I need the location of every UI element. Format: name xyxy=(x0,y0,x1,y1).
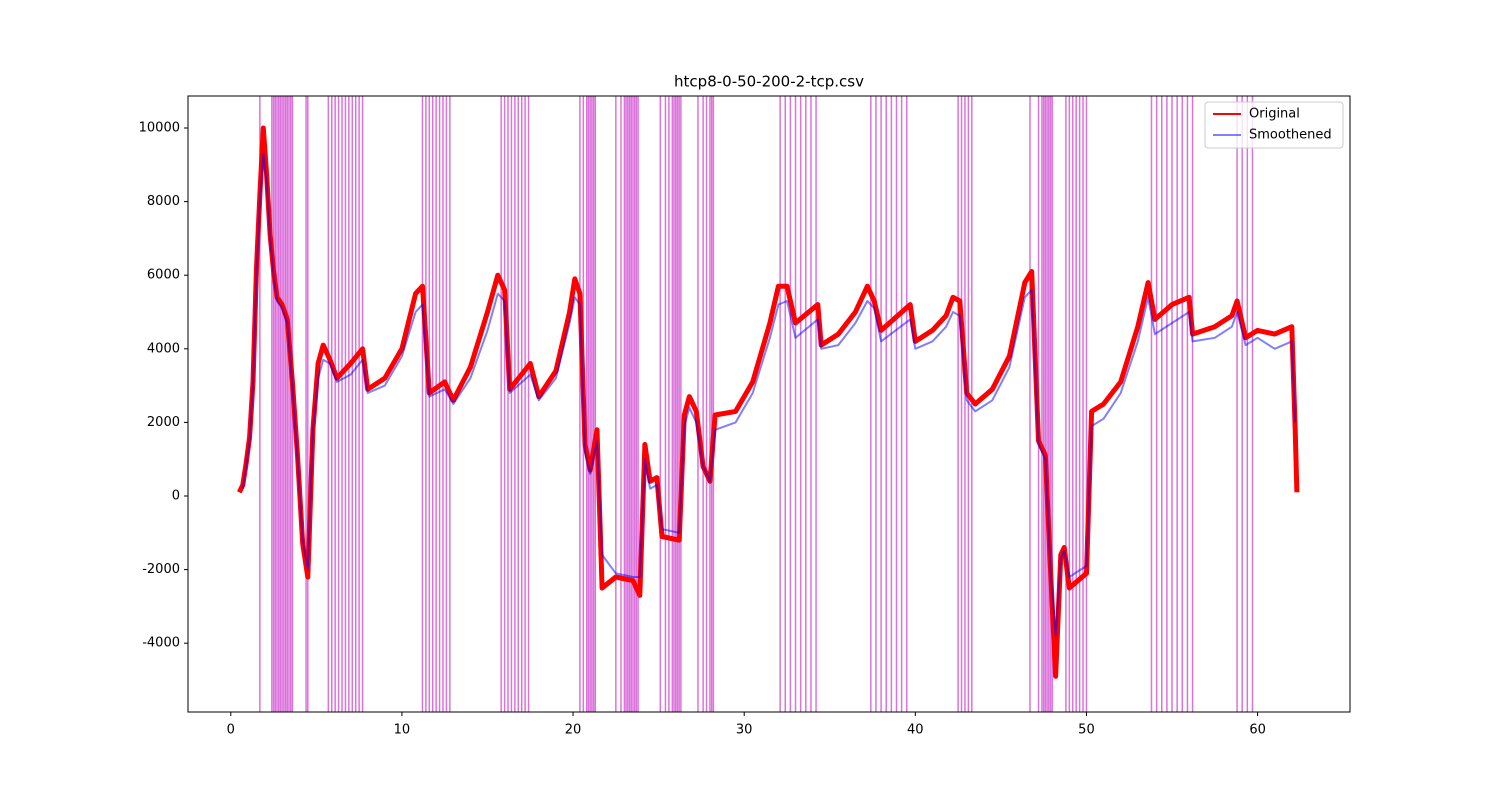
lines-layer xyxy=(237,125,1300,679)
vlines-layer xyxy=(259,96,1254,712)
y-tick-label: 4000 xyxy=(147,341,180,356)
chart-title: htcp8-0-50-200-2-tcp.csv xyxy=(674,73,864,91)
y-tick-label: 0 xyxy=(172,488,180,503)
y-tick-label: -2000 xyxy=(142,562,180,577)
y-tick-label: 8000 xyxy=(147,194,180,209)
plot-frame xyxy=(187,95,1351,713)
x-tick-label: 10 xyxy=(394,723,411,738)
x-tick-label: 60 xyxy=(1249,723,1266,738)
y-tick-label: 10000 xyxy=(139,121,180,136)
axes-layer: 0 10 20 30 40 50 60 -4000 -2000 0 2000 4000 6000 8000… xyxy=(139,95,1351,738)
y-tick-label: 6000 xyxy=(147,268,180,283)
series-line xyxy=(237,125,1300,679)
x-tick-label: 20 xyxy=(565,723,582,738)
x-tick-label: 50 xyxy=(1078,723,1095,738)
legend-label: Smoothened xyxy=(1249,128,1332,143)
legend-label: Original xyxy=(1249,107,1300,122)
x-tick-label: 0 xyxy=(227,723,235,738)
x-tick-label: 30 xyxy=(736,723,753,738)
x-tick-label: 40 xyxy=(907,723,924,738)
series-line xyxy=(241,152,1297,637)
y-tick-label: -4000 xyxy=(142,636,180,651)
y-tick-label: 2000 xyxy=(147,415,180,430)
